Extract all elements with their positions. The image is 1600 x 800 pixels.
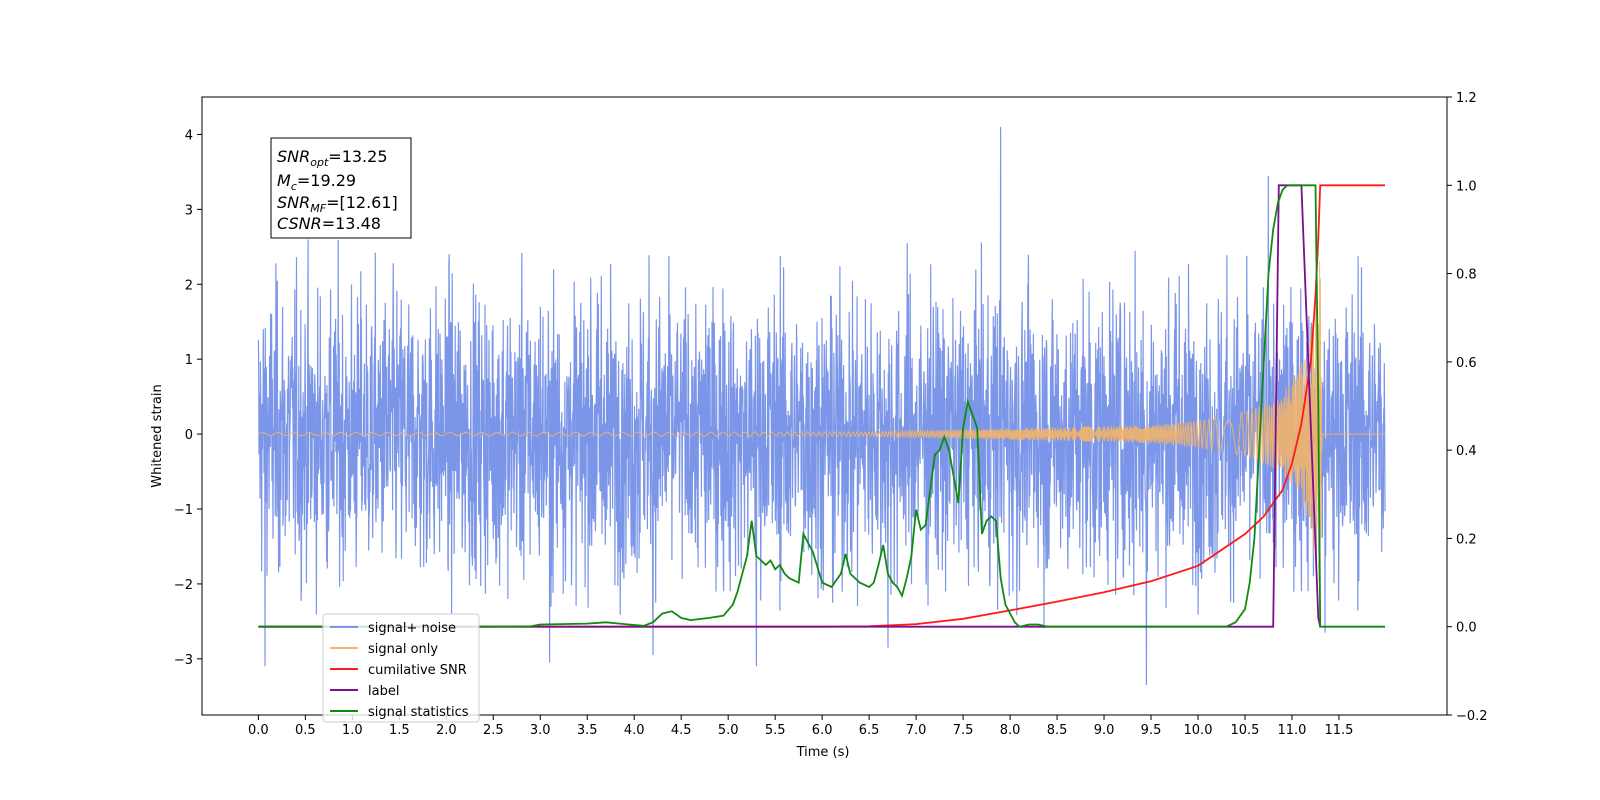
x-tick-label: 10.5 — [1231, 723, 1260, 738]
y-left-tick-label: 1 — [185, 353, 193, 368]
y-right-tick-label: 0.8 — [1456, 268, 1477, 283]
plot-frame — [201, 96, 1448, 716]
y-left-tick-label: 4 — [185, 128, 193, 143]
legend-label: signal statistics — [368, 705, 469, 720]
y-right-tick-label: 0.4 — [1456, 444, 1477, 459]
series-cumilative-snr — [258, 184, 1385, 628]
x-axis-label: Time (s) — [796, 745, 850, 760]
x-tick-label: 7.5 — [953, 723, 974, 738]
legend-label: signal only — [368, 642, 438, 657]
x-tick-label: 1.0 — [342, 723, 363, 738]
stats-mc: Mc=19.29 — [277, 171, 356, 193]
stats-box: SNRopt=13.25 Mc=19.29 SNRMF=[12.61] CSNR… — [270, 137, 412, 239]
legend-label: signal+ noise — [368, 621, 456, 636]
axes: 0.0 0.5 1.0 1.5 2.0 2.5 3.0 3.5 4.0 4.5 5.0 5.5 6.0 6… — [174, 91, 1488, 738]
x-tick-label: 6.0 — [812, 723, 833, 738]
x-tick-label: 3.5 — [577, 723, 598, 738]
x-tick-label: 4.5 — [671, 723, 692, 738]
stats-box-frame — [270, 137, 412, 239]
series-signal-only — [258, 260, 1385, 620]
y-left-tick-label: 2 — [185, 278, 193, 293]
x-tick-label: 0.5 — [295, 723, 316, 738]
x-tick-label: 4.0 — [624, 723, 645, 738]
x-tick-label: 8.0 — [1000, 723, 1021, 738]
y-axis-label: Whitened strain — [150, 384, 165, 487]
plot-area — [257, 126, 1386, 686]
y-right-tick-label: 1.0 — [1456, 179, 1477, 194]
y-left-tick-label: 3 — [185, 203, 193, 218]
stats-snr-mf: SNRMF=[12.61] — [277, 193, 398, 215]
x-tick-label: 9.0 — [1094, 723, 1115, 738]
x-tick-label: 1.5 — [389, 723, 410, 738]
x-tick-label: 2.0 — [436, 723, 457, 738]
legend-label: label — [368, 684, 399, 699]
y-right-tick-label: 0.2 — [1456, 532, 1477, 547]
y-right-tick-label: −0.2 — [1456, 709, 1488, 724]
y-left-tick-label: −2 — [174, 578, 193, 593]
y-left-tick-label: −3 — [174, 653, 193, 668]
stats-snr-opt: SNRopt=13.25 — [277, 147, 388, 169]
x-tick-label: 8.5 — [1047, 723, 1068, 738]
x-tick-label: 3.0 — [530, 723, 551, 738]
series-signal-statistics — [258, 184, 1385, 628]
legend: signal+ noise signal only cumilative SNR la… — [322, 613, 480, 723]
x-tick-label: 0.0 — [248, 723, 269, 738]
x-tick-label: 11.0 — [1277, 723, 1306, 738]
x-tick-label: 11.5 — [1324, 723, 1353, 738]
x-tick-label: 10.0 — [1184, 723, 1213, 738]
y-right-tick-label: 0.6 — [1456, 356, 1477, 371]
x-tick-label: 6.5 — [859, 723, 880, 738]
x-tick-label: 5.5 — [765, 723, 786, 738]
stats-csnr: CSNR=13.48 — [277, 214, 381, 233]
legend-label: cumilative SNR — [368, 663, 467, 678]
x-tick-label: 5.0 — [718, 723, 739, 738]
y-right-tick-label: 0.0 — [1456, 621, 1477, 636]
series-signal-noise — [257, 126, 1386, 686]
y-left-tick-label: −1 — [174, 503, 193, 518]
x-tick-label: 7.0 — [906, 723, 927, 738]
x-tick-label: 2.5 — [483, 723, 504, 738]
x-tick-label: 9.5 — [1141, 723, 1162, 738]
legend-frame — [322, 613, 480, 723]
y-left-tick-label: 0 — [185, 428, 193, 443]
y-right-tick-label: 1.2 — [1456, 91, 1477, 106]
